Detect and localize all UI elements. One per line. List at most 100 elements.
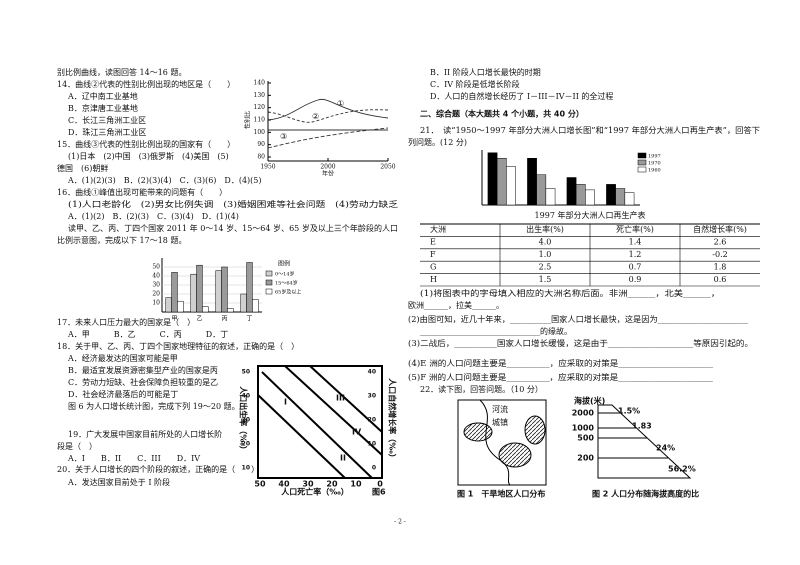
text-line: A．甲 B．乙 C．丙 D．丁 — [67, 330, 228, 339]
text-line: C．长江三角洲工业区 — [68, 115, 146, 125]
text-line: 17．未来人口压力最大的国家是（ ） — [57, 317, 195, 327]
bar — [624, 192, 635, 206]
table-cell: 1.4 — [629, 238, 642, 247]
y-tick-label: 10 — [152, 300, 160, 307]
legend-label: 65岁及以上 — [275, 289, 301, 296]
table-cell: 0.7 — [629, 262, 642, 271]
bar — [196, 264, 203, 313]
text-line: 18．关于甲、乙、丙、丁四个国家地理特征的叙述，正确的是（ ） — [57, 341, 299, 351]
bar — [487, 152, 498, 206]
table-header: 死亡率(%) — [616, 224, 654, 234]
text-line: ______________________________的缘故。 — [420, 326, 572, 336]
text-line: 段是（ ） — [57, 441, 97, 451]
bar — [240, 293, 247, 313]
legend-swatch — [637, 152, 647, 159]
legend-label: 1970 — [648, 161, 661, 167]
stage-label: IV — [352, 428, 362, 437]
table-cell: E — [430, 238, 436, 247]
tick-label: 30 — [242, 417, 250, 424]
bar — [165, 297, 172, 313]
bar — [190, 273, 197, 313]
tick-label: 50 — [254, 480, 266, 489]
table-cell: 1.5 — [539, 275, 552, 284]
caption: 图 2 人口分布随海拔高度的比 — [592, 489, 699, 499]
x-tick-label: 丙 — [221, 316, 227, 323]
legend-swatch — [265, 288, 273, 295]
text-line: D．人口的自然增长经历了 I－III－IV－II 的全过程 — [430, 91, 613, 101]
elevation-label: 2000 — [572, 409, 595, 418]
text-line: (5)F 洲的人口问题主要是__________，应采取的对策是________… — [408, 372, 713, 382]
axis-label: 海拔(米) — [574, 396, 605, 406]
table-cell: 4.0 — [539, 238, 552, 247]
legend-swatch — [265, 279, 273, 286]
sex-ratio-curves — [267, 98, 389, 149]
tick-label: 20 — [242, 441, 250, 448]
table-cell: 1.0 — [539, 250, 552, 259]
figure2-shape — [597, 404, 692, 479]
percent-label: 1.83 — [632, 422, 652, 431]
curve-label: ② — [312, 112, 319, 121]
percent-label: 56.2% — [668, 465, 696, 474]
table-cell: -0.2 — [712, 250, 727, 259]
stage-label: I — [284, 398, 287, 407]
text-line: 欧洲______，拉美______。 — [408, 300, 504, 310]
text-line: 22．读下图，回答问题。（10 分） — [420, 384, 543, 394]
text-line: 别比例曲线，读图回答 14～16 题。 — [57, 67, 186, 77]
y-tick-label: 120 — [254, 104, 266, 111]
bar — [221, 266, 228, 313]
bar — [536, 174, 547, 206]
stage-label: II — [340, 454, 346, 463]
table-cell: 2.6 — [714, 238, 727, 247]
text-line: (1)日本 (2)中国 (3)俄罗斯 (4)美国 (5) — [68, 151, 229, 161]
x-tick-label: 丁 — [246, 316, 252, 323]
tick-label: 30 — [368, 393, 376, 400]
text-line: (1)将图表中的字母填入相应的大洲名称后面。非洲______，北美______， — [420, 288, 720, 298]
table-cell: 1.2 — [629, 250, 642, 259]
axis-label: 人口出生率（‰） — [239, 386, 249, 454]
curve-label: ① — [337, 99, 344, 108]
tick-label: 20 — [368, 417, 376, 424]
legend-swatch — [265, 270, 273, 277]
text-line: B．京津唐工业基地 — [68, 103, 138, 113]
text-line: 21． 读“1950～1997 年部分大洲人口增长图”和“1997 年部分大洲人… — [420, 125, 760, 135]
bar — [575, 184, 586, 206]
percent-label: 24% — [656, 444, 675, 453]
y-tick-label: 50 — [152, 264, 160, 271]
table-cell: H — [430, 275, 437, 284]
legend-label: 1997 — [648, 154, 661, 160]
percent-label: 1.5% — [618, 407, 640, 416]
elevation-label: 200 — [577, 454, 594, 463]
map-label: 城镇 — [492, 417, 508, 427]
elevation-label: 500 — [577, 434, 594, 443]
text-line: (4)E 洲的人口问题主要是__________，应采取的对策是________… — [408, 358, 713, 368]
page-number: - 2 - — [394, 519, 406, 526]
x-tick-label: 乙 — [196, 316, 202, 323]
elevation-label: 1000 — [572, 424, 595, 433]
bar — [615, 188, 626, 206]
axis-label: 年份 — [322, 170, 334, 178]
table-header: 出生率(%) — [526, 224, 564, 234]
curve-label: ③ — [280, 132, 287, 141]
text-line: C．劳动力短缺、社会保障负担较重的是乙 — [68, 377, 218, 387]
y-tick-label: 20 — [152, 291, 160, 298]
bar — [177, 300, 184, 313]
y-tick-label: 130 — [254, 92, 266, 99]
text-line: 读甲、乙、丙、丁四个国家 2011 年 0～14 岁、15～64 岁、65 岁及… — [68, 223, 398, 233]
text-line: 图 6 为人口增长统计图，完成下列 19～20 题。 — [68, 401, 240, 411]
text-line: (2)由图可知，近几十年来，__________国家人口增长最快，这是因为___… — [408, 314, 748, 324]
y-tick-label: 80 — [257, 154, 265, 161]
legend-label: 0～14岁 — [275, 271, 295, 278]
tick-label: 0 — [372, 465, 376, 472]
bar — [566, 177, 577, 206]
tick-label: 40 — [242, 393, 250, 400]
y-tick-label: 100 — [254, 129, 266, 136]
y-tick-label: 90 — [257, 141, 265, 148]
table-cell: 0.9 — [629, 275, 642, 284]
text-line: B．最适宜发展资源密集型产业的国家是丙 — [68, 365, 218, 375]
text-line: 德国 (6)朝鲜 — [57, 163, 108, 173]
axis-label: 性别比 — [244, 111, 252, 129]
y-tick-label: 30 — [152, 282, 160, 289]
text-line: A．(1)(2)(3) B．(2)(3)(4) C．(3)(6) D．(4)(5… — [67, 176, 262, 185]
tick-label: 10 — [242, 465, 250, 472]
